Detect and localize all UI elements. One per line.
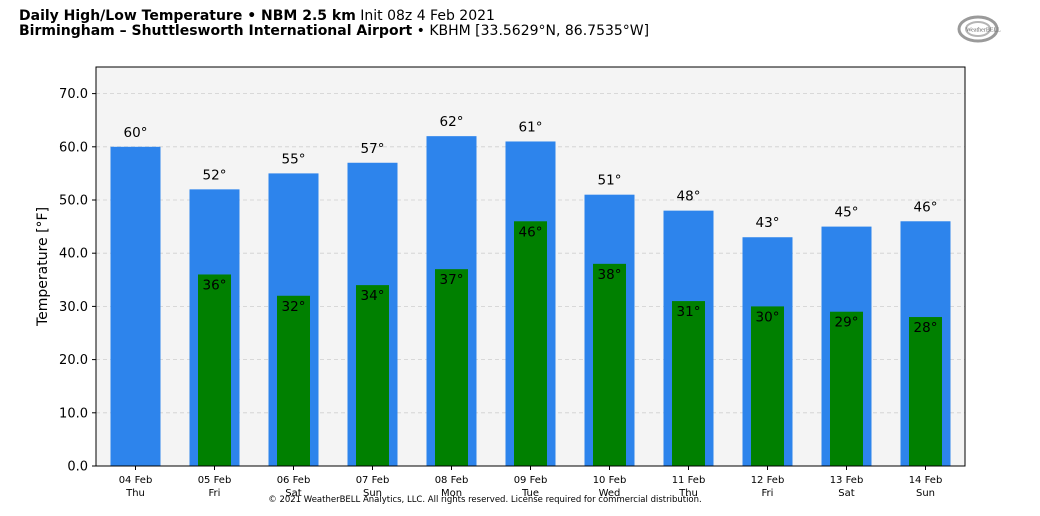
y-axis-label: Temperature [°F] — [35, 207, 51, 327]
low-temp-bar — [909, 317, 942, 466]
x-tick-day: Sun — [363, 488, 382, 499]
low-temp-bar — [435, 269, 468, 466]
low-temp-label: 32° — [282, 299, 306, 315]
chart-title: Daily High/Low Temperature • NBM 2.5 km … — [19, 8, 495, 24]
x-tick-day: Mon — [441, 488, 462, 499]
low-temp-bar — [514, 221, 547, 466]
low-temp-label: 36° — [203, 277, 227, 293]
x-tick-date: 04 Feb — [119, 475, 153, 486]
low-temp-label: 29° — [835, 315, 859, 331]
y-tick-label: 0.0 — [67, 460, 88, 475]
x-tick-date: 05 Feb — [198, 475, 232, 486]
low-temp-label: 46° — [519, 224, 543, 240]
y-tick-label: 30.0 — [59, 300, 88, 315]
x-tick-date: 08 Feb — [435, 475, 469, 486]
x-tick-date: 10 Feb — [593, 475, 627, 486]
high-temp-label: 60° — [124, 125, 148, 141]
x-tick-day: Sat — [285, 488, 301, 499]
x-tick-date: 13 Feb — [830, 475, 864, 486]
high-temp-label: 48° — [677, 189, 701, 205]
low-temp-bar — [277, 295, 310, 466]
x-tick-date: 12 Feb — [751, 475, 785, 486]
high-temp-label: 51° — [598, 173, 622, 189]
high-temp-label: 45° — [835, 205, 859, 221]
chart-subtitle: Birmingham – Shuttlesworth International… — [19, 23, 649, 39]
init-time: Init 08z 4 Feb 2021 — [360, 8, 495, 24]
weatherbell-logo: WeatherBELL — [957, 15, 1001, 43]
x-tick-day: Tue — [521, 488, 539, 499]
x-tick-day: Thu — [125, 488, 145, 499]
y-tick-label: 10.0 — [59, 406, 88, 421]
y-tick-label: 70.0 — [59, 87, 88, 102]
location-coords: • KBHM [33.5629°N, 86.7535°W] — [416, 23, 650, 39]
low-temp-label: 28° — [914, 320, 938, 336]
low-temp-bar — [672, 301, 705, 466]
high-temp-label: 57° — [361, 141, 385, 157]
high-temp-label: 61° — [519, 119, 543, 135]
x-tick-day: Fri — [762, 488, 774, 499]
x-tick-date: 11 Feb — [672, 475, 706, 486]
y-tick-label: 40.0 — [59, 247, 88, 262]
high-temp-label: 46° — [914, 199, 938, 215]
y-tick-label: 50.0 — [59, 194, 88, 209]
low-temp-bar — [593, 263, 626, 466]
x-tick-day: Fri — [209, 488, 221, 499]
location-name: Birmingham – Shuttlesworth International… — [19, 23, 413, 39]
y-tick-label: 60.0 — [59, 140, 88, 155]
y-tick-label: 20.0 — [59, 353, 88, 368]
x-tick-day: Thu — [678, 488, 698, 499]
low-temp-label: 37° — [440, 272, 464, 288]
high-temp-bar — [110, 146, 161, 467]
low-temp-label: 31° — [677, 304, 701, 320]
x-tick-day: Sat — [838, 488, 854, 499]
x-tick-day: Sun — [916, 488, 935, 499]
low-temp-bar — [830, 311, 863, 466]
low-temp-bar — [356, 285, 389, 466]
high-temp-label: 52° — [203, 167, 227, 183]
copyright-notice: © 2021 WeatherBELL Analytics, LLC. All r… — [268, 495, 702, 505]
low-temp-label: 38° — [598, 267, 622, 283]
high-temp-label: 55° — [282, 151, 306, 167]
low-temp-label: 34° — [361, 288, 385, 304]
x-tick-date: 09 Feb — [514, 475, 548, 486]
low-temp-label: 30° — [756, 309, 780, 325]
x-tick-date: 14 Feb — [909, 475, 943, 486]
low-temp-bar — [198, 274, 231, 466]
high-temp-label: 62° — [440, 114, 464, 130]
plot-frame — [95, 66, 966, 467]
x-tick-date: 07 Feb — [356, 475, 390, 486]
low-temp-bar — [751, 306, 784, 466]
title-main: Daily High/Low Temperature • NBM 2.5 km — [19, 8, 356, 24]
logo-text: WeatherBELL — [966, 28, 1001, 34]
high-temp-label: 43° — [756, 215, 780, 231]
x-tick-date: 06 Feb — [277, 475, 311, 486]
x-tick-day: Wed — [599, 488, 621, 499]
